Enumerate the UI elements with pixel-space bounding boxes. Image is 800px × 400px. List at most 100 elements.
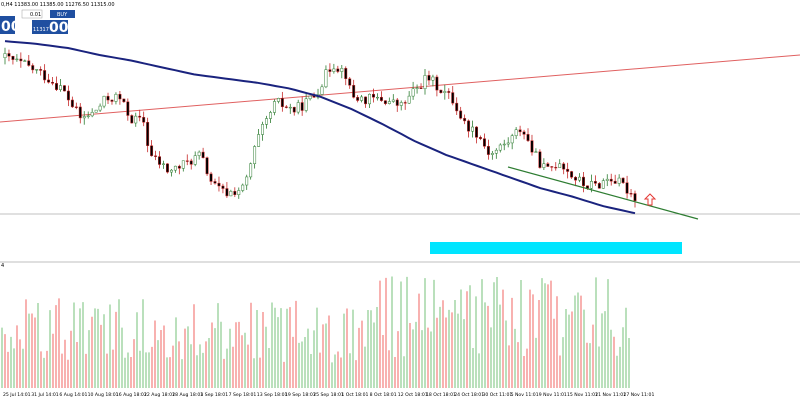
candle-body bbox=[185, 160, 189, 162]
candle-body bbox=[122, 98, 126, 103]
candle-body bbox=[538, 151, 542, 168]
candle-body bbox=[562, 163, 566, 170]
candle-body bbox=[574, 176, 578, 181]
candle-body bbox=[253, 146, 257, 164]
candle-body bbox=[296, 102, 300, 113]
candle-body bbox=[589, 181, 593, 189]
candle-body bbox=[272, 101, 276, 113]
candle-body bbox=[221, 185, 225, 189]
candle-body bbox=[597, 183, 601, 189]
candle-body bbox=[447, 91, 451, 93]
symbol-ohlc-text: 0,H4 11383.00 11385.00 11276.50 11315.00 bbox=[1, 2, 115, 8]
buy-button[interactable] bbox=[50, 10, 75, 18]
candle-body bbox=[320, 86, 324, 95]
one-click-trading-panel[interactable]: 00 0.01 BUY 11317 00 bbox=[0, 9, 75, 36]
candle-body bbox=[431, 76, 435, 81]
candle-body bbox=[324, 69, 328, 88]
candle-body bbox=[142, 117, 146, 123]
buy-label: BUY bbox=[57, 12, 68, 18]
candle-body bbox=[633, 193, 637, 202]
candle-body bbox=[383, 100, 387, 104]
candle-body bbox=[173, 165, 177, 171]
candle-body bbox=[241, 184, 245, 191]
candle-body bbox=[570, 171, 574, 178]
candle-body bbox=[486, 146, 490, 155]
candle-body bbox=[475, 126, 478, 138]
candle-body bbox=[162, 163, 165, 165]
buy-price-box[interactable] bbox=[32, 20, 68, 34]
candle-body bbox=[126, 101, 130, 116]
x-axis-label: 9 Nov 11:01 bbox=[539, 392, 567, 398]
candle-body bbox=[498, 144, 502, 151]
candle-body bbox=[11, 55, 15, 60]
x-axis-label: 25 Sep 18:01 bbox=[313, 392, 344, 398]
candle-body bbox=[459, 110, 463, 119]
sell-button[interactable] bbox=[0, 16, 15, 34]
up-arrow-icon[interactable] bbox=[643, 193, 657, 206]
candle-body bbox=[245, 176, 249, 186]
x-axis-label: 13 Sep 18:01 bbox=[257, 392, 288, 398]
candle-body bbox=[625, 182, 629, 194]
candle-body bbox=[213, 181, 217, 184]
candle-body bbox=[59, 85, 62, 90]
candle-body bbox=[578, 176, 581, 181]
candle-body bbox=[118, 93, 122, 100]
candle-body bbox=[150, 145, 154, 157]
candle-body bbox=[94, 109, 98, 113]
buy-price: 00 bbox=[49, 20, 69, 36]
sell-price: 00 bbox=[1, 19, 21, 35]
candle-body bbox=[284, 106, 288, 108]
candle-body bbox=[407, 95, 411, 104]
candle-body bbox=[82, 116, 86, 119]
x-axis-label: 28 Aug 18:01 bbox=[172, 392, 203, 398]
candle-body bbox=[209, 173, 213, 182]
candle-body bbox=[249, 163, 253, 178]
candle-body bbox=[348, 78, 352, 86]
candle-body bbox=[177, 165, 181, 169]
candle-body bbox=[621, 177, 625, 183]
x-axis-labels: 25 Jul 14:01 31 Jul 14:01 6 Aug 14:01 10 Au… bbox=[3, 392, 654, 398]
candle-body bbox=[35, 69, 39, 71]
indicator-label: 4 bbox=[1, 263, 4, 269]
candle-body bbox=[534, 151, 538, 153]
candle-body bbox=[514, 129, 518, 136]
candle-body bbox=[340, 68, 344, 72]
candle-body bbox=[62, 85, 66, 92]
candle-body bbox=[387, 101, 391, 104]
candle-body bbox=[169, 169, 173, 173]
buy-price-small: 11317 bbox=[33, 27, 49, 33]
candle-body bbox=[229, 191, 233, 197]
candle-body bbox=[47, 79, 51, 83]
green-trendline[interactable] bbox=[507, 166, 699, 220]
candle-body bbox=[368, 93, 371, 105]
candle-body bbox=[90, 111, 94, 117]
candle-body bbox=[479, 137, 482, 139]
candle-body bbox=[276, 98, 280, 102]
candle-body bbox=[181, 160, 185, 169]
x-axis-label: 10 Aug 18:01 bbox=[88, 392, 119, 398]
candle-body bbox=[601, 180, 605, 189]
candle-body bbox=[482, 138, 486, 147]
candle-body bbox=[518, 129, 522, 133]
candle-body bbox=[336, 68, 340, 72]
x-axis-label: 19 Sep 18:01 bbox=[285, 392, 316, 398]
candle-body bbox=[582, 176, 585, 187]
candle-body bbox=[411, 88, 415, 97]
candle-body bbox=[74, 106, 78, 108]
candle-body bbox=[114, 93, 118, 102]
moving-average-line[interactable] bbox=[4, 40, 636, 215]
candle-body bbox=[70, 99, 74, 108]
candle-body bbox=[352, 85, 356, 98]
candle-body bbox=[154, 155, 158, 157]
candle-body bbox=[217, 182, 221, 187]
candle-body bbox=[510, 135, 514, 144]
support-zone[interactable] bbox=[430, 242, 682, 254]
candle-body bbox=[558, 163, 562, 168]
x-axis-label: 6 Aug 14:01 bbox=[59, 392, 87, 398]
candle-body bbox=[344, 68, 348, 79]
candle-body bbox=[360, 96, 364, 101]
lot-size-input[interactable] bbox=[21, 9, 43, 19]
red-trendline[interactable] bbox=[0, 54, 800, 123]
